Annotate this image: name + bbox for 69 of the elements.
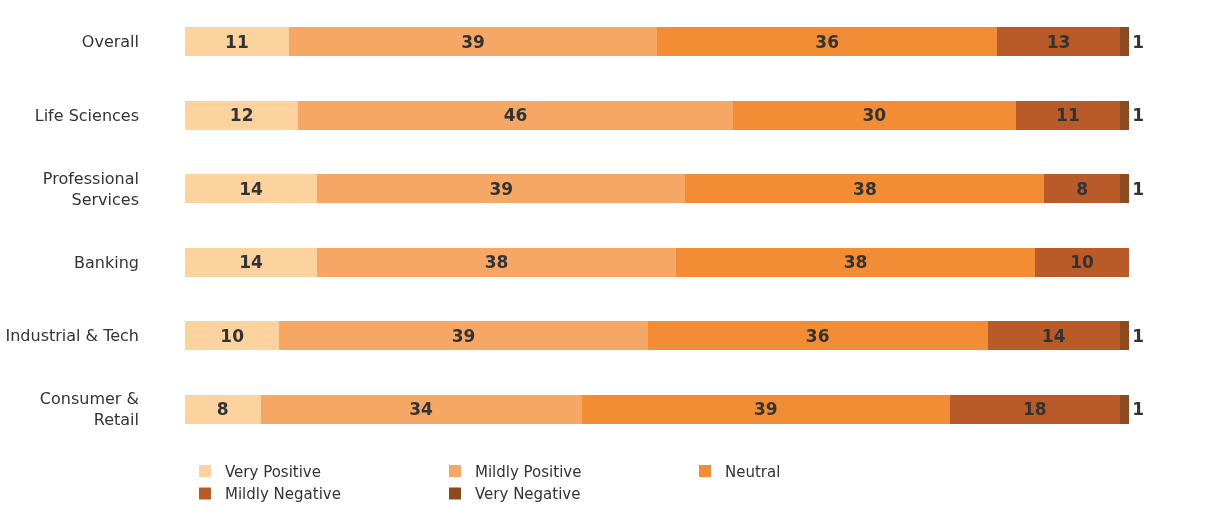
data-label: 10 — [1070, 252, 1094, 273]
data-label: 8 — [1076, 178, 1089, 199]
bar — [1034, 247, 1130, 277]
legend-label: Mildly Negative — [225, 485, 341, 504]
bar — [657, 27, 998, 57]
bar — [1119, 174, 1130, 204]
data-label: 11 — [1056, 105, 1080, 126]
y-tick-label: Overall — [81, 32, 139, 52]
data-label: 18 — [1023, 399, 1047, 420]
data-label: 14 — [239, 178, 264, 199]
data-label: 36 — [805, 325, 830, 346]
bar — [317, 247, 677, 277]
data-label: 38 — [843, 252, 868, 273]
y-tick-label: Banking — [74, 252, 139, 272]
y-tick-label: Professional Services — [42, 168, 139, 209]
bar — [732, 100, 1016, 130]
data-label: 1 — [1132, 325, 1145, 346]
data-label: 39 — [489, 178, 514, 199]
bar — [317, 174, 686, 204]
data-label: 1 — [1132, 399, 1145, 420]
bar — [185, 321, 280, 351]
data-label: 34 — [409, 399, 433, 420]
data-label: 1 — [1132, 178, 1145, 199]
bar — [1119, 100, 1130, 130]
legend-label: Neutral — [725, 462, 781, 481]
data-label: 38 — [484, 252, 509, 273]
data-label: 39 — [461, 31, 485, 52]
y-tick-label: Industrial & Tech — [5, 326, 139, 346]
bar — [260, 394, 582, 424]
bar — [647, 321, 988, 351]
bar — [279, 321, 648, 351]
bar — [298, 100, 733, 130]
bar — [1044, 174, 1120, 204]
y-tick-label: Consumer & Retail — [39, 389, 139, 430]
bar — [987, 321, 1120, 351]
data-label: 13 — [1046, 31, 1071, 52]
bar — [185, 394, 261, 424]
data-label: 39 — [451, 325, 476, 346]
y-tick-label: Life Sciences — [34, 105, 139, 125]
data-label: 1 — [1132, 105, 1145, 126]
data-label: 30 — [862, 105, 887, 126]
data-label: 12 — [229, 105, 254, 126]
bar — [685, 174, 1045, 204]
bar — [1119, 394, 1130, 424]
data-label: 38 — [853, 178, 877, 199]
data-label: 36 — [815, 31, 839, 52]
data-label: 46 — [503, 105, 528, 126]
bar — [185, 100, 299, 130]
bar — [185, 247, 318, 277]
data-label: 14 — [239, 252, 264, 273]
data-label: 39 — [753, 399, 778, 420]
data-label: 10 — [220, 325, 245, 346]
bar — [1119, 321, 1130, 351]
data-label: 14 — [1041, 325, 1066, 346]
legend-label: Mildly Positive — [475, 462, 582, 481]
bar — [949, 394, 1120, 424]
legend-label: Very Positive — [225, 462, 321, 481]
data-label: 11 — [225, 31, 249, 52]
legend-label: Very Negative — [475, 485, 581, 504]
bar — [997, 27, 1120, 57]
bar — [185, 174, 318, 204]
bar — [581, 394, 950, 424]
bar — [1119, 27, 1130, 57]
data-label: 1 — [1132, 31, 1145, 52]
bar — [288, 27, 658, 57]
bar — [185, 27, 289, 57]
data-label: 8 — [216, 399, 229, 420]
bar — [1015, 100, 1120, 130]
bar — [676, 247, 1035, 277]
